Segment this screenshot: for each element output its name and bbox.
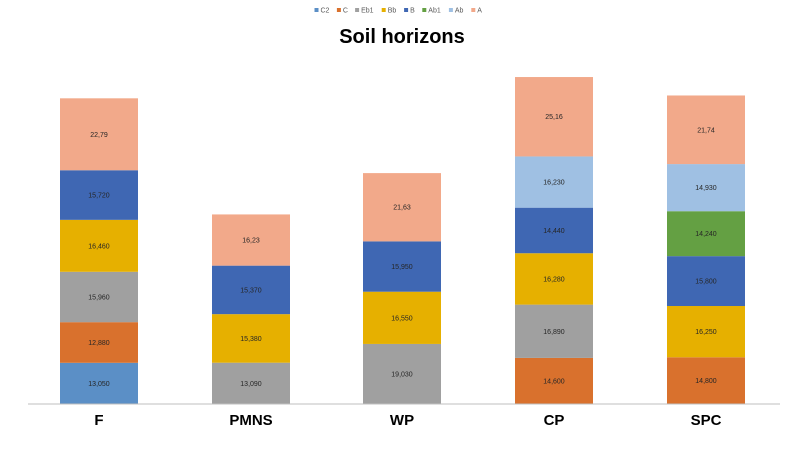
- legend-label-ab1: Ab1: [428, 8, 441, 15]
- data-label-cp-c: 14,600: [543, 378, 565, 385]
- bar-segment-wp-bb: [363, 291, 441, 344]
- bar-segment-pmns-bb: [212, 314, 290, 363]
- data-label-f-c: 12,880: [88, 340, 110, 347]
- legend-label-c2: C2: [321, 8, 330, 15]
- data-label-wp-a: 21,63: [393, 205, 411, 212]
- legend-swatch-ab1: [422, 8, 427, 12]
- bar-segment-f-eb1: [60, 271, 138, 323]
- bar-segment-f-c: [60, 322, 138, 363]
- bar-segment-pmns-eb1: [212, 362, 290, 404]
- data-label-cp-bb: 16,280: [543, 276, 565, 283]
- category-label-spc: SPC: [691, 412, 722, 429]
- category-label-pmns: PMNS: [229, 412, 272, 429]
- data-label-cp-b: 14,440: [543, 228, 565, 235]
- data-label-cp-ab: 16,230: [543, 180, 565, 187]
- category-label-f: F: [94, 412, 103, 429]
- legend-label-bb: Bb: [388, 8, 397, 15]
- data-label-cp-a: 25,16: [545, 114, 563, 121]
- data-label-f-b: 15,720: [88, 193, 110, 200]
- bar-segment-cp-bb: [515, 253, 593, 305]
- bar-segment-cp-ab: [515, 156, 593, 208]
- bar-segment-cp-b: [515, 207, 593, 254]
- data-label-pmns-a: 16,23: [242, 238, 260, 245]
- legend-swatch-a: [471, 8, 476, 12]
- data-label-spc-a: 21,74: [697, 127, 715, 134]
- data-label-spc-bb: 16,250: [695, 329, 717, 336]
- legend-swatch-c: [336, 8, 341, 12]
- chart-legend: C2 C Eb1 Bb B Ab1 Ab A: [314, 8, 482, 15]
- data-label-spc-ab1: 14,240: [695, 231, 717, 238]
- bar-segment-spc-ab: [667, 164, 745, 212]
- bar-segment-wp-b: [363, 241, 441, 292]
- legend-label-eb1: Eb1: [361, 8, 374, 15]
- category-labels: F PMNS WP CP SPC: [94, 412, 721, 429]
- bar-segment-f-bb: [60, 219, 138, 272]
- bar-segment-f-c2: [60, 362, 138, 404]
- chart-title: Soil horizons: [339, 26, 465, 48]
- bar-segment-spc-b: [667, 256, 745, 307]
- legend-label-ab: Ab: [455, 8, 464, 15]
- bar-segment-f-b: [60, 170, 138, 220]
- data-label-wp-eb1: 19,030: [391, 371, 413, 378]
- bars-group: 13,050 12,880 15,960 16,460 15,720 22,79 13,09…: [60, 77, 745, 404]
- data-label-pmns-eb1: 13,090: [240, 381, 262, 388]
- bar-segment-pmns-b: [212, 265, 290, 315]
- data-label-spc-b: 15,800: [695, 279, 717, 286]
- bar-segment-spc-a: [667, 95, 745, 165]
- category-label-wp: WP: [390, 412, 414, 429]
- legend-swatch-eb1: [355, 8, 360, 12]
- data-label-pmns-b: 15,370: [240, 287, 262, 294]
- data-label-f-c2: 13,050: [88, 381, 110, 388]
- bar-segment-pmns-a: [212, 214, 290, 266]
- data-label-spc-ab: 14,930: [695, 185, 717, 192]
- legend-label-b: B: [410, 8, 415, 15]
- bar-segment-cp-a: [515, 77, 593, 157]
- bar-segment-spc-ab1: [667, 211, 745, 257]
- legend-swatch-bb: [381, 8, 386, 12]
- bar-segment-cp-eb1: [515, 304, 593, 358]
- data-label-wp-bb: 16,550: [391, 315, 413, 322]
- legend-label-a: A: [477, 8, 482, 15]
- data-label-spc-c: 14,800: [695, 378, 717, 385]
- data-label-pmns-bb: 15,380: [240, 336, 262, 343]
- category-label-cp: CP: [544, 412, 565, 429]
- legend-swatch-c2: [314, 8, 319, 12]
- bar-segment-spc-bb: [667, 306, 745, 358]
- bar-segment-spc-c: [667, 357, 745, 404]
- data-label-f-a: 22,79: [90, 132, 108, 139]
- bar-segment-wp-a: [363, 173, 441, 242]
- legend-label-c: C: [343, 8, 348, 15]
- bar-segment-f-a: [60, 98, 138, 171]
- legend-swatch-b: [404, 8, 409, 12]
- bar-segment-cp-c: [515, 357, 593, 404]
- data-label-f-bb: 16,460: [88, 243, 110, 250]
- data-label-f-eb1: 15,960: [88, 294, 110, 301]
- bar-segment-wp-eb1: [363, 343, 441, 404]
- data-label-wp-b: 15,950: [391, 264, 413, 271]
- legend-swatch-ab: [448, 8, 453, 12]
- data-label-cp-eb1: 16,890: [543, 329, 565, 336]
